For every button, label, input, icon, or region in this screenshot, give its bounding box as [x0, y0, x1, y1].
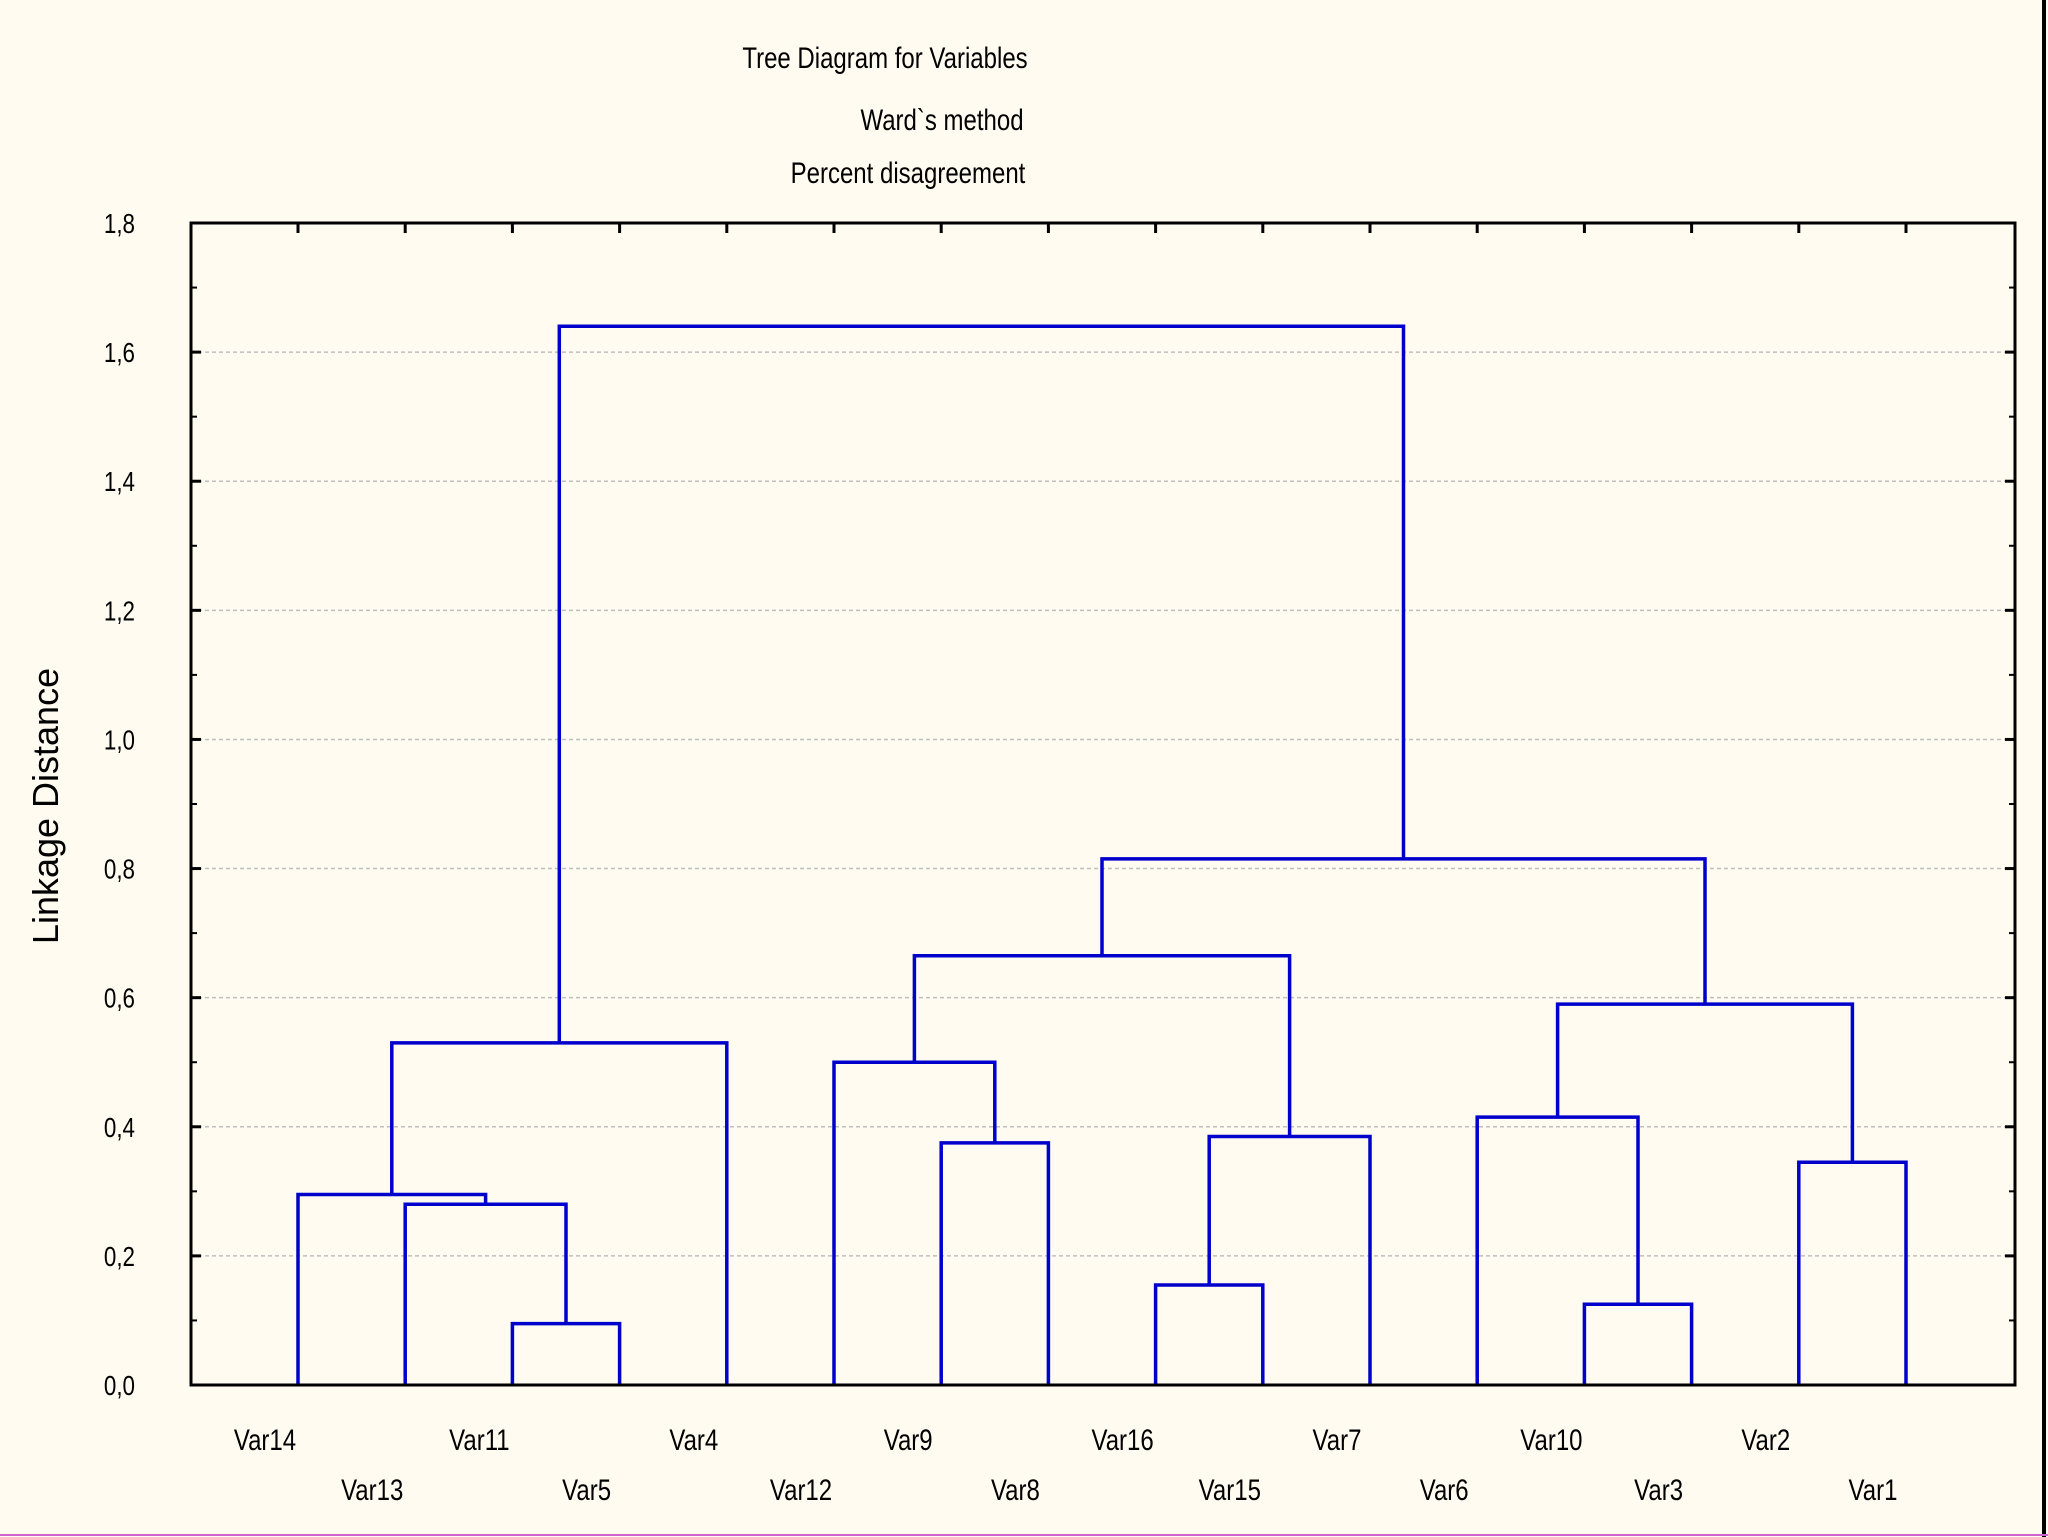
leaf-label: Var15: [1199, 1472, 1261, 1506]
leaf-label: Var1: [1849, 1472, 1898, 1506]
leaf-label: Var13: [341, 1472, 403, 1506]
leaf-label: Var6: [1420, 1472, 1469, 1506]
leaf-label: Var9: [884, 1422, 933, 1456]
dendrogram-tree: [296, 324, 1908, 1385]
leaf-label: Var8: [991, 1472, 1040, 1506]
y-tick-label: 1,0: [104, 725, 135, 756]
leaf-label: Var3: [1634, 1472, 1683, 1506]
leaf-label: Var16: [1091, 1422, 1153, 1456]
leaf-label: Var10: [1520, 1422, 1582, 1456]
leaf-label: Var4: [669, 1422, 718, 1456]
dendrogram-link: [912, 953, 1292, 1137]
dendrogram-link: [557, 324, 1406, 1043]
y-tick-label: 0,0: [104, 1371, 135, 1402]
y-tick-label: 0,4: [104, 1112, 135, 1143]
chart-title-line-3: Percent disagreement: [791, 155, 1026, 189]
leaf-label: Var5: [562, 1472, 611, 1506]
y-tick-label: 1,8: [104, 209, 135, 240]
leaf-label: Var11: [449, 1422, 509, 1456]
y-tick-label: 0,8: [104, 854, 135, 885]
dendrogram-link: [1153, 1283, 1265, 1385]
y-tick-labels: 0,0 0,2 0,4 0,6 0,8 1,0 1,2 1,4 1,6 1,8: [104, 209, 135, 1402]
y-tick-label: 1,2: [104, 596, 135, 627]
y-tick-label: 1,6: [104, 338, 135, 369]
plot-frame: [189, 221, 2017, 1387]
leaf-label: Var14: [234, 1422, 296, 1456]
y-tick-label: 1,4: [104, 467, 135, 498]
leaf-label: Var7: [1313, 1422, 1362, 1456]
dendrogram-link: [1582, 1302, 1694, 1385]
y-tick-label: 0,6: [104, 983, 135, 1014]
y-tick-label: 0,2: [104, 1242, 135, 1273]
leaf-label: Var2: [1741, 1422, 1790, 1456]
y-axis-label: Linkage Distance: [25, 668, 66, 944]
leaf-label: Var12: [770, 1472, 832, 1506]
dendrogram-link: [939, 1141, 1051, 1385]
chart-title-line-2: Ward`s method: [860, 102, 1023, 136]
chart-title-line-1: Tree Diagram for Variables: [742, 40, 1027, 74]
dendrogram-link: [390, 1041, 729, 1385]
leaf-labels: Var14 Var13 Var11 Var5 Var4 Var12 Var9 Var8 Var1…: [234, 1422, 1898, 1506]
